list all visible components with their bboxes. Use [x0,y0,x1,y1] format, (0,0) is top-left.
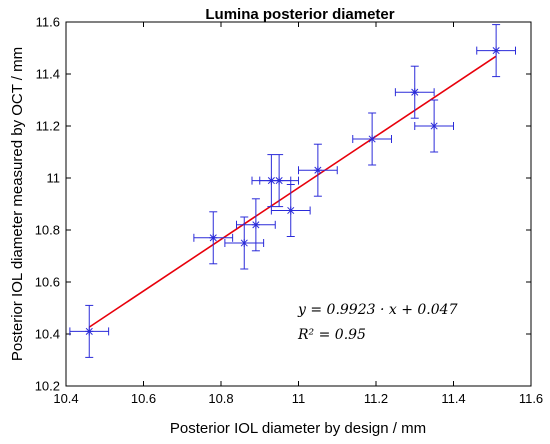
data-point [476,24,516,78]
regression-line [88,55,497,328]
x-axis-label: Posterior IOL diameter by design / mm [170,420,426,437]
fit-line-group [88,55,497,328]
y-tick-label: 11.4 [36,67,60,82]
x-tick-label: 10.4 [53,391,78,406]
data-marker [85,327,94,336]
data-point [270,184,311,237]
data-marker [410,88,419,97]
x-tick-label: 11 [292,391,306,406]
y-tick-label: 10.2 [35,379,60,394]
x-tick-label: 10.6 [131,391,156,406]
chart-title: Lumina posterior diameter [205,6,394,23]
data-point [193,211,234,265]
data-point [259,154,299,208]
y-tick-label: 10.4 [35,327,60,342]
x-tick-label: 11.4 [441,391,465,406]
data-point [394,65,435,119]
x-tick-label: 10.8 [208,391,233,406]
r-squared-annotation: R² = 0.95 [297,327,366,343]
data-point [224,216,265,270]
data-point [298,143,338,197]
data-point [69,304,110,358]
data-point [352,112,392,166]
data-marker [313,166,322,175]
data-marker [251,220,260,229]
x-tick-label: 11.6 [519,391,543,406]
axis-ticks: 10.4 10.6 10.8 11 11.2 11.4 11.610.210.410.610… [35,15,543,407]
y-tick-label: 10.8 [35,223,60,238]
y-tick-label: 10.6 [35,275,60,290]
data-point [414,99,454,153]
data-marker [275,176,284,185]
data-marker [209,233,218,242]
y-tick-label: 11.6 [36,15,60,30]
data-marker [492,46,501,55]
data-points-group [69,24,516,358]
data-marker [240,239,249,247]
y-tick-label: 11.2 [36,119,60,134]
data-marker [430,122,439,130]
fit-equation-annotation: y = 0.9923 · x + 0.047 [297,302,458,318]
y-tick-label: 11 [47,171,61,186]
y-axis-label: Posterior IOL diameter measured by OCT /… [9,47,26,361]
data-marker [286,206,295,215]
x-tick-label: 11.2 [364,391,388,406]
data-marker [368,135,377,143]
data-point [236,198,276,252]
